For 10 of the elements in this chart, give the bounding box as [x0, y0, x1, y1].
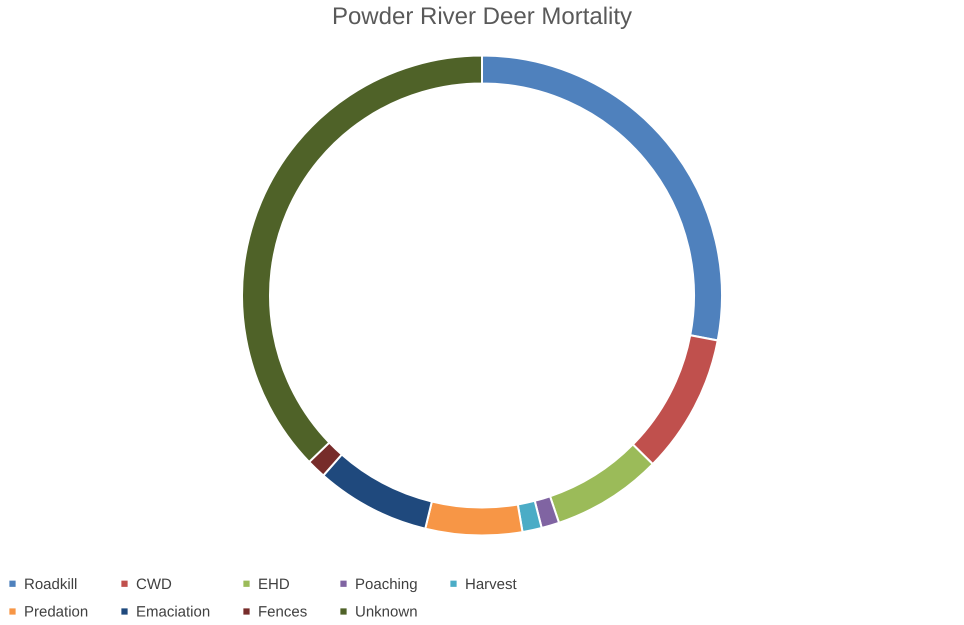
legend-label: Unknown — [355, 604, 418, 620]
legend-label: Roadkill — [24, 576, 78, 593]
legend-label: Harvest — [465, 576, 518, 593]
legend-label: Fences — [258, 604, 308, 620]
chart-title: Powder River Deer Mortality — [332, 3, 632, 30]
legend-label: EHD — [258, 576, 290, 593]
legend-label: Predation — [24, 604, 88, 620]
legend-label: Emaciation — [136, 604, 210, 620]
legend-label: CWD — [136, 576, 172, 593]
legend-label: Poaching — [355, 576, 418, 593]
